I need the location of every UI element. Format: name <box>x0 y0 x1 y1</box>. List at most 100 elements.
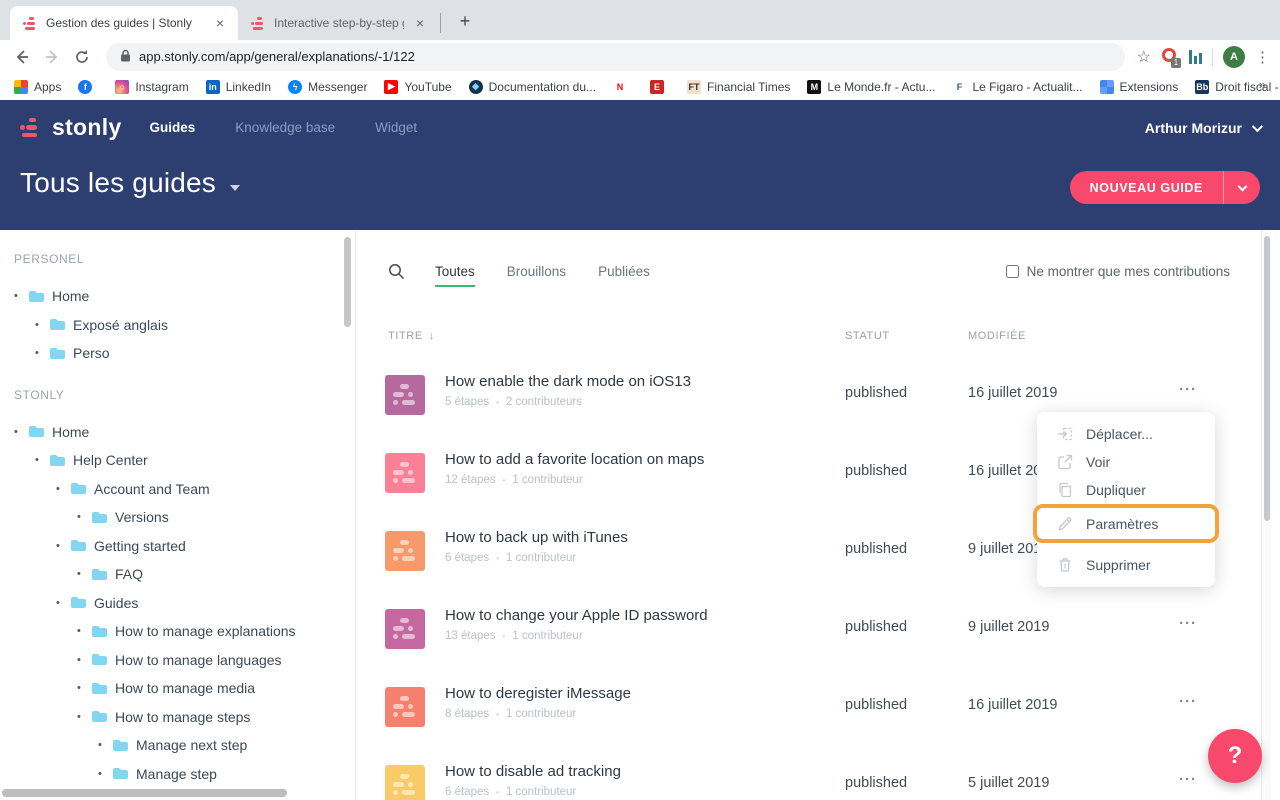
nav-guides[interactable]: Guides <box>149 120 196 135</box>
tab-close-icon[interactable]: × <box>415 15 425 31</box>
tab-close-icon[interactable]: × <box>215 15 225 31</box>
tab-brouillons[interactable]: Brouillons <box>506 263 567 279</box>
forward-icon[interactable] <box>40 45 64 69</box>
sidebar-folder-item[interactable]: • Getting started <box>0 532 355 561</box>
bookmark-label: Extensions <box>1119 79 1179 94</box>
sidebar-folder-item[interactable]: • FAQ <box>0 560 355 589</box>
bookmark-item[interactable]: ▶ YouTube <box>384 79 452 94</box>
contributions-filter[interactable]: Ne montrer que mes contributions <box>1005 264 1230 279</box>
main-scrollbar-thumb[interactable] <box>1264 236 1270 521</box>
sidebar-folder-item[interactable]: • Versions <box>0 503 355 532</box>
guide-title[interactable]: How to disable ad tracking <box>445 763 621 780</box>
folder-label: Home <box>52 288 90 305</box>
nav-widget[interactable]: Widget <box>375 120 418 135</box>
folder-icon <box>28 425 44 438</box>
sidebar-vertical-scrollbar[interactable] <box>344 237 351 327</box>
stonly-logo-icon[interactable] <box>20 115 44 141</box>
tab-publiees[interactable]: Publiées <box>598 263 650 279</box>
tab-toutes[interactable]: Toutes <box>435 263 475 287</box>
guide-contributors: 1 contributeur <box>505 708 577 720</box>
bookmark-item[interactable]: Apps <box>14 79 61 94</box>
sidebar-folder-item[interactable]: • Perso <box>0 339 355 368</box>
guide-title[interactable]: How to add a favorite location on maps <box>445 451 705 468</box>
sidebar-folder-item[interactable]: • Help Center <box>0 446 355 475</box>
stonly-logo-text[interactable]: stonly <box>52 114 122 140</box>
menu-item-supprimer[interactable]: Supprimer <box>1037 551 1215 579</box>
profile-avatar[interactable]: A <box>1223 45 1245 68</box>
sidebar-folder-item[interactable]: • Account and Team <box>0 475 355 504</box>
user-menu[interactable]: Arthur Morizur <box>1145 120 1264 136</box>
main-scrollbar-track[interactable] <box>1261 230 1271 800</box>
sidebar-folder-item[interactable]: • Manage step <box>0 760 355 789</box>
browser-tab-inactive[interactable]: Interactive step-by-step guides a × <box>238 6 438 40</box>
menu-item-voir[interactable]: Voir <box>1037 448 1215 476</box>
bookmark-item[interactable]: Bb Droit fiscal - Slides... <box>1195 79 1280 94</box>
guide-title[interactable]: How to back up with iTunes <box>445 529 628 546</box>
sidebar-folder-item[interactable]: • How to manage media <box>0 674 355 703</box>
extension-icon-bars[interactable] <box>1189 49 1202 64</box>
title-caret-icon[interactable] <box>230 185 241 191</box>
bookmark-item[interactable]: Extensions <box>1099 79 1179 94</box>
help-button[interactable]: ? <box>1208 729 1262 783</box>
page-title: Tous les guides <box>20 167 217 198</box>
contributions-checkbox[interactable] <box>1005 264 1019 278</box>
browser-menu-icon[interactable]: ⋮ <box>1255 48 1270 66</box>
bookmark-item[interactable]: ◆ Documentation du... <box>468 79 596 94</box>
back-icon[interactable] <box>10 45 34 69</box>
guide-row[interactable]: How to deregister iMessage 8 étapes • 1 … <box>356 668 1280 746</box>
sidebar-folder-item[interactable]: • How to manage languages <box>0 646 355 675</box>
sidebar-folder-item[interactable]: • How to manage steps <box>0 703 355 732</box>
browser-tab-active[interactable]: Gestion des guides | Stonly × <box>10 6 238 40</box>
guide-title[interactable]: How to deregister iMessage <box>445 685 631 702</box>
reload-icon[interactable] <box>70 45 94 69</box>
search-icon[interactable] <box>388 263 405 280</box>
bookmark-item[interactable]: ϟ Messenger <box>288 79 367 94</box>
nav-knowledge-base[interactable]: Knowledge base <box>235 120 336 135</box>
bookmark-item[interactable]: F Le Figaro - Actualit... <box>952 79 1083 94</box>
sidebar-folder-item[interactable]: • Manage next step <box>0 731 355 760</box>
address-bar[interactable]: app.stonly.com/app/general/explanations/… <box>106 42 1125 71</box>
guide-title[interactable]: How enable the dark mode on iOS13 <box>445 373 691 390</box>
guide-row[interactable]: How enable the dark mode on iOS13 5 étap… <box>356 356 1280 434</box>
bookmark-item[interactable]: f <box>78 79 98 94</box>
sidebar-folder-item[interactable]: • How to manage explanations <box>0 617 355 646</box>
row-menu-icon[interactable]: ··· <box>1179 381 1197 398</box>
bookmark-item[interactable]: M Le Monde.fr - Actu... <box>807 79 935 94</box>
menu-item-dupliquer[interactable]: Dupliquer <box>1037 476 1215 504</box>
sidebar-folder-item[interactable]: • Home <box>0 418 355 447</box>
sidebar-folder-item[interactable]: • Guides <box>0 589 355 618</box>
bullet-icon: • <box>35 454 39 467</box>
bookmark-star-icon[interactable]: ☆ <box>1136 48 1151 66</box>
row-menu-icon[interactable]: ··· <box>1179 693 1197 710</box>
guide-row[interactable]: How to back up with iTunes 6 étapes • 1 … <box>356 512 1280 590</box>
column-modifiee: MODIFIÉE <box>968 330 1026 342</box>
menu-label: Dupliquer <box>1086 482 1146 498</box>
bookmark-item[interactable]: in LinkedIn <box>205 79 271 94</box>
sort-down-icon[interactable]: ↓ <box>428 330 435 342</box>
guide-icon <box>385 453 425 493</box>
bookmark-item[interactable]: FT Financial Times <box>687 79 790 94</box>
new-guide-button[interactable]: NOUVEAU GUIDE <box>1069 171 1260 204</box>
new-guide-dropdown[interactable] <box>1224 181 1260 191</box>
column-titre[interactable]: TITRE ↓ <box>388 330 435 342</box>
sidebar-horizontal-scrollbar[interactable] <box>2 789 287 797</box>
tutorial-highlight-box: Paramètres <box>1033 504 1219 543</box>
row-menu-icon[interactable]: ··· <box>1179 771 1197 788</box>
guide-status: published <box>845 619 908 635</box>
guide-row[interactable]: How to disable ad tracking 6 étapes • 1 … <box>356 746 1280 800</box>
new-tab-button[interactable]: + <box>459 11 471 31</box>
sidebar-folder-item[interactable]: • Exposé anglais <box>0 311 355 340</box>
guide-row[interactable]: How to change your Apple ID password 13 … <box>356 590 1280 668</box>
bookmark-item[interactable]: N <box>613 79 633 94</box>
guide-title[interactable]: How to change your Apple ID password <box>445 607 708 624</box>
extension-icon-one[interactable]: 1 <box>1161 47 1181 68</box>
menu-item-deplacer[interactable]: Déplacer... <box>1037 420 1215 448</box>
bookmarks-overflow-icon[interactable]: » <box>1258 77 1266 92</box>
button-divider <box>1223 171 1224 204</box>
sidebar-folder-item[interactable]: • Home <box>0 282 355 311</box>
bookmark-item[interactable]: E <box>650 79 670 94</box>
menu-item-parametres[interactable]: Paramètres <box>1037 508 1215 539</box>
bookmark-item[interactable]: ○ Instagram <box>115 79 189 94</box>
stonly-favicon <box>250 15 266 31</box>
row-menu-icon[interactable]: ··· <box>1179 615 1197 632</box>
